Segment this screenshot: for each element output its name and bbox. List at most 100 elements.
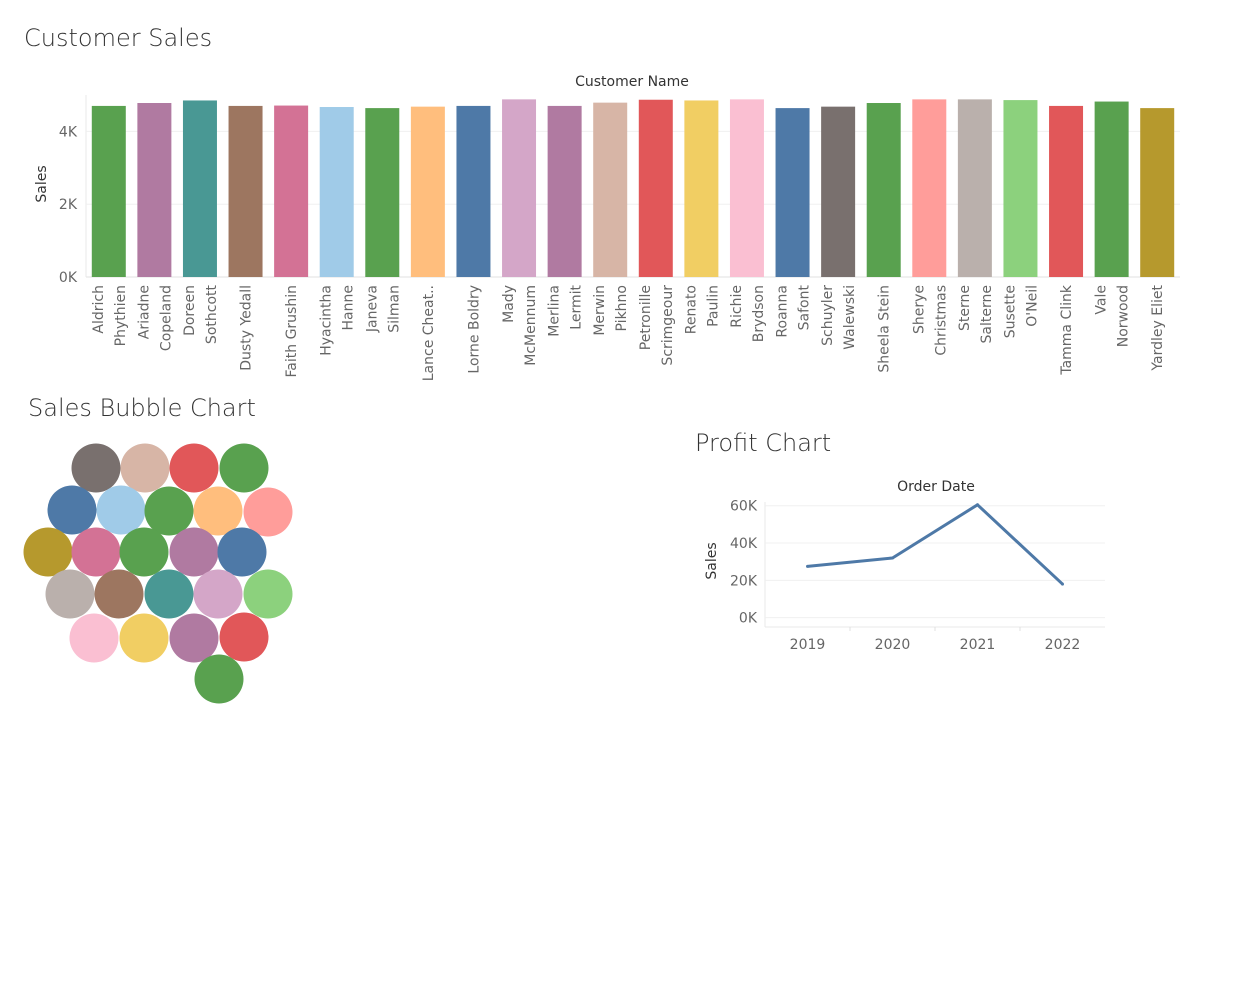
bar <box>684 100 719 278</box>
x-tick-label: Merlina <box>547 285 563 337</box>
y-tick-label: 0K <box>739 611 758 627</box>
x-tick-label: Yardley Eliet <box>1150 285 1166 372</box>
x-tick-label: Tamma Clink <box>1059 284 1075 376</box>
x-tick-label: Lance Cheat.. <box>421 285 437 381</box>
bar <box>866 103 901 278</box>
bar <box>1140 108 1175 277</box>
x-tick-label: Schuyler <box>820 285 836 346</box>
bar <box>502 99 537 277</box>
x-tick-label: 2021 <box>960 637 996 653</box>
x-tick-label: Roanna <box>775 285 791 338</box>
x-tick-label: Dusty Yedall <box>239 285 255 371</box>
bar <box>319 107 354 278</box>
x-tick-label: Richie <box>729 285 745 328</box>
x-tick-label: Paulin <box>705 285 721 327</box>
bubble <box>45 569 95 619</box>
x-tick-label: Susette <box>1002 285 1018 338</box>
x-tick-label: Janeva <box>364 285 380 333</box>
x-tick-label: Scrimgeour <box>660 285 676 366</box>
x-tick-label: Phythien <box>113 285 129 346</box>
bubble <box>94 569 144 619</box>
sales-bubble-chart <box>23 443 293 704</box>
y-tick-label: 4K <box>59 124 78 140</box>
bar <box>957 99 992 277</box>
bubble <box>219 443 269 493</box>
bar <box>821 106 856 277</box>
bubble <box>193 569 243 619</box>
data-point <box>806 564 809 568</box>
y-tick-label: 40K <box>730 536 758 552</box>
bubble <box>169 613 219 663</box>
bar <box>775 108 810 277</box>
bubble <box>71 527 121 577</box>
bar <box>91 105 126 277</box>
x-tick-label: Safont <box>797 284 813 330</box>
bubble <box>144 569 194 619</box>
bubble <box>219 612 269 662</box>
profit-chart-title: Profit Chart <box>695 429 832 457</box>
x-tick-label: Copeland <box>158 285 174 351</box>
data-point <box>976 503 979 507</box>
bubble <box>119 613 169 663</box>
x-tick-label: Walewski <box>842 285 858 350</box>
x-tick-label: Norwood <box>1116 285 1132 347</box>
bar <box>638 99 673 278</box>
x-tick-label: Hanne <box>341 285 357 330</box>
bubble <box>194 654 244 704</box>
bubble <box>120 443 170 493</box>
y-tick-label: 60K <box>730 499 758 515</box>
x-tick-label: Lermit <box>569 284 585 329</box>
bar <box>1003 100 1038 277</box>
x-tick-label: Lorne Boldry <box>466 285 482 374</box>
bubble <box>47 485 97 535</box>
customer-sales-title: Customer Sales <box>24 24 213 52</box>
x-tick-label: Ariadne <box>136 285 152 339</box>
x-tick-label: Sterne <box>957 285 973 331</box>
bubble <box>193 486 243 536</box>
bubble <box>96 485 146 535</box>
data-point <box>891 556 894 560</box>
bar <box>1049 105 1084 277</box>
customer-sales-bar-chart: Customer Name 0K 2K 4K Sales Aldrich Phythien A… <box>34 74 1180 381</box>
bar-chart-header: Customer Name <box>575 74 689 90</box>
x-tick-label: Pikhno <box>614 285 630 331</box>
x-tick-label: Sheela Stein <box>877 285 893 373</box>
x-tick-label: 2020 <box>875 637 911 653</box>
bar <box>182 100 217 278</box>
x-tick-label: Sherye <box>911 285 927 334</box>
x-tick-label: Vale <box>1094 285 1110 315</box>
x-tick-label: Doreen <box>182 285 198 336</box>
bubble <box>144 486 194 536</box>
profit-line-chart: Order Date 0K 20K 40K 60K Sales 2019 2020 2021 20… <box>704 479 1105 653</box>
x-tick-label: Silman <box>386 285 402 333</box>
bubble <box>217 527 267 577</box>
bar <box>365 108 400 277</box>
x-tick-label: Renato <box>683 285 699 334</box>
x-tick-label: Sothcott <box>204 284 220 344</box>
x-tick-label: Petronille <box>638 285 654 350</box>
y-axis-label: Sales <box>34 165 50 202</box>
bubble-chart-title: Sales Bubble Chart <box>28 394 256 422</box>
bubble <box>71 443 121 493</box>
x-tick-label: Faith Grushin <box>284 285 300 377</box>
y-tick-label: 2K <box>59 197 78 213</box>
bar <box>1094 101 1129 277</box>
y-tick-label: 20K <box>730 573 758 589</box>
series-line <box>807 503 1064 586</box>
bubble <box>243 487 293 537</box>
x-tick-label: Salterne <box>979 285 995 343</box>
x-tick-label: 2022 <box>1045 637 1081 653</box>
x-tick-label: Mady <box>501 285 517 323</box>
x-tick-label: Brydson <box>751 285 767 342</box>
bubble <box>169 527 219 577</box>
y-tick-label: 0K <box>59 270 78 286</box>
bar <box>456 105 491 277</box>
x-tick-label: McMennum <box>523 285 539 366</box>
bubble <box>69 613 119 663</box>
x-tick-label: Aldrich <box>91 285 107 334</box>
bar <box>547 105 582 277</box>
x-tick-label: Merwin <box>592 285 608 336</box>
bubble <box>169 443 219 493</box>
x-tick-label: Hyacintha <box>319 285 335 356</box>
bar <box>137 103 172 278</box>
